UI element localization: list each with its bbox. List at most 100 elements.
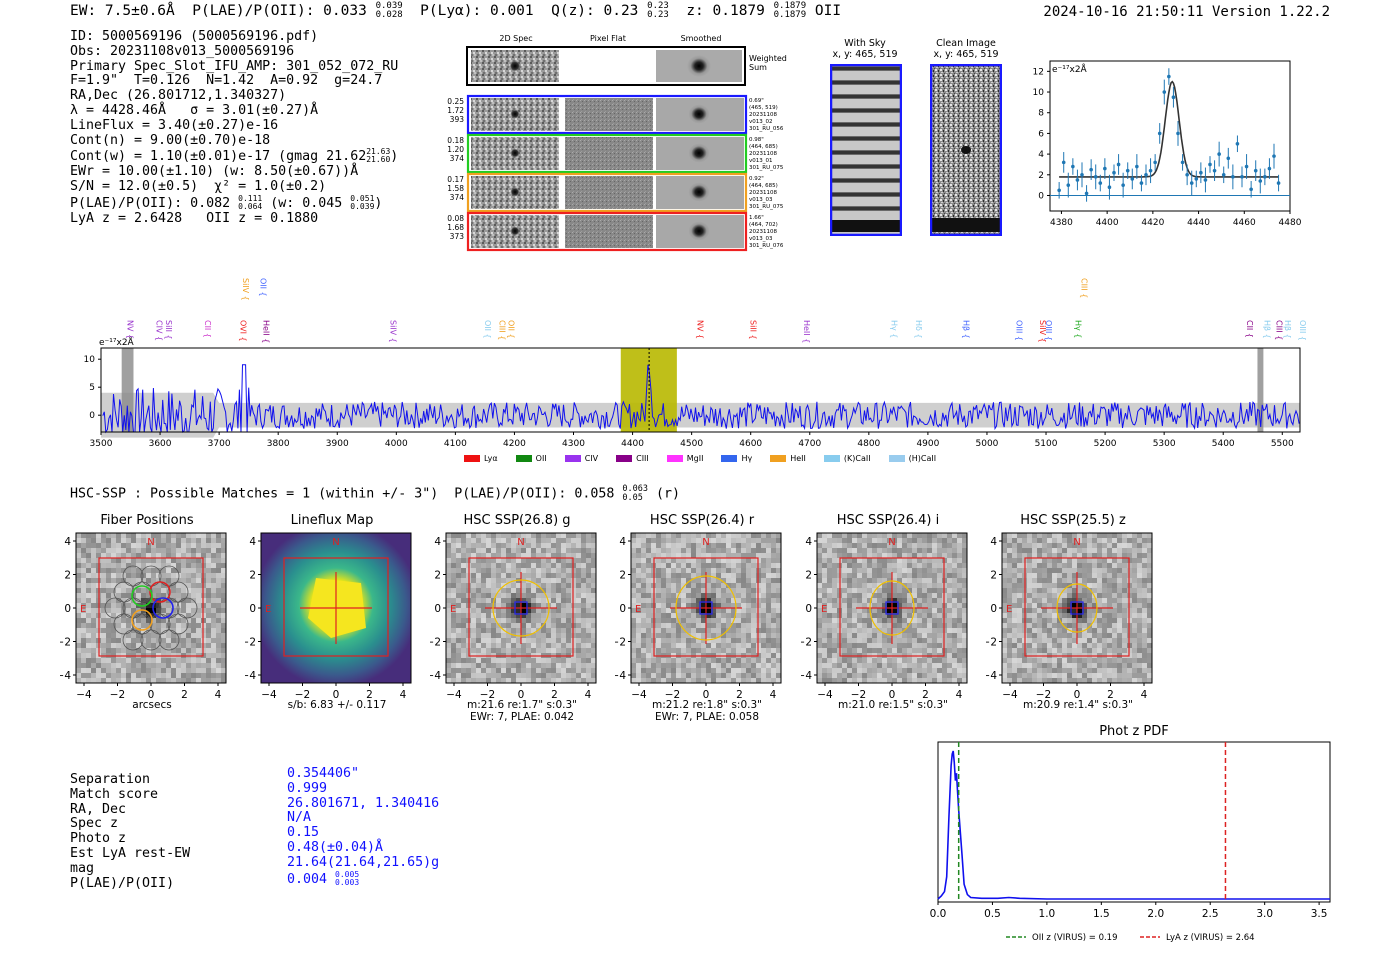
line-id-label: SiIV { (241, 278, 250, 301)
stamp-frame (466, 133, 748, 174)
stamp-side-info: (464, 702) (749, 222, 778, 228)
data-point (1203, 178, 1208, 182)
z-value: z: 0.1879 (686, 3, 765, 19)
cutout-caption: m:21.2 re:1.8" s:0.3" EWr: 7, PLAE: 0.058 (652, 699, 762, 723)
stamp-meta: 1.58 (447, 184, 464, 193)
x-tick-label: 4 (1141, 689, 1148, 701)
y-tick-label: 12 (1033, 67, 1044, 77)
stamp-meta: 0.18 (447, 136, 464, 145)
data-point (1098, 181, 1103, 185)
data-point (1162, 90, 1167, 94)
data-point (1075, 178, 1080, 182)
stamp-pixel-flat (565, 137, 653, 170)
x-tick-label: 4 (400, 689, 407, 701)
detection-info: ID: 5000569196 (5000569196.pdf) Obs: 202… (70, 29, 399, 226)
cutout-caption: arcsecs (132, 699, 172, 711)
y-tick-label: −2 (245, 637, 256, 649)
x-tick-label: −2 (110, 689, 125, 701)
x-tick-label: 4900 (916, 439, 939, 449)
x-tick-label: −4 (261, 689, 277, 701)
data-point (1199, 170, 1203, 175)
clean-image (930, 64, 1002, 236)
line-id-label: Hδ { (914, 320, 923, 339)
line-id-label: CII { (203, 320, 212, 338)
stamp-side-info: (464, 685) (749, 183, 778, 189)
x-tick-label: 3700 (208, 439, 231, 449)
data-point (1125, 168, 1130, 173)
y-tick-label: −4 (60, 670, 71, 682)
photz-pdf-line (937, 750, 1330, 900)
data-point (1130, 177, 1135, 181)
y-tick-label: 6 (1038, 129, 1044, 139)
data-point (1258, 179, 1263, 183)
match-values: 0.354406" 0.999 26.801671, 1.340416 N/A … (287, 766, 440, 887)
stamp-meta: 374 (450, 154, 465, 163)
x-tick-label: 2 (366, 689, 373, 701)
fiber-orange (131, 609, 153, 631)
match-labels: Separation Match score RA, Dec Spec z Ph… (70, 772, 191, 891)
y-tick-label: 4 (990, 536, 997, 548)
info-obs: Obs: 20231108v013_5000569196 (70, 43, 295, 59)
cutout-title: HSC SSP(26.8) g (463, 513, 571, 528)
cutout-title: HSC SSP(26.4) r (649, 513, 755, 528)
x-tick-label: −4 (631, 689, 647, 701)
photz-pdf-chart: 0.0 0.5 1.0 1.5 2.0 2.5 3.0 3.5 OII z (VIRUS) = … (930, 741, 1331, 943)
stamp-meta: 1.20 (447, 145, 464, 154)
col-pixel-flat: Pixel Flat (590, 34, 626, 43)
data-point (1180, 160, 1185, 165)
data-point (1093, 175, 1098, 179)
y-tick-label: 0 (64, 603, 71, 615)
stamp-pixel-flat (565, 98, 653, 131)
info-id: ID: 5000569196 (5000569196.pdf) (70, 29, 319, 44)
y-tick-label: −2 (986, 637, 997, 649)
x-tick-label: 5100 (1035, 439, 1058, 449)
data-point (1139, 181, 1144, 185)
cutout-caption: m:20.9 re:1.4" s:0.3" (1023, 699, 1133, 711)
data-point (1226, 156, 1231, 161)
match-ew: 0.48(±0.04)Å (287, 839, 384, 855)
legend-lya-label: LyA z (VIRUS) = 2.64 (1166, 933, 1255, 943)
qz-value: Q(z): 0.23 (551, 3, 639, 19)
info-plae-w-range: 0.051 0.039 (350, 193, 375, 211)
stamp-side-info: (464, 685) (749, 144, 778, 150)
data-point (1144, 172, 1148, 177)
match-separation: 0.354406" (287, 766, 360, 781)
x-tick-label: 1.5 (1093, 908, 1110, 920)
x-tick-label: 3600 (149, 439, 172, 449)
stamp-frame (466, 211, 748, 252)
compass-east: E (821, 604, 827, 615)
data-point (1240, 175, 1244, 179)
stamp-side-info: 0.98" (749, 137, 764, 143)
spectrum-line (102, 364, 1300, 434)
x-tick-label: 4 (770, 689, 777, 701)
masked-region (121, 348, 134, 432)
z-line-label: OII (814, 3, 842, 19)
plae-range: 0.039 0.028 (375, 1, 403, 20)
x-tick-label: 4300 (562, 439, 585, 449)
y-tick-label: 0 (1038, 191, 1044, 201)
line-id-label: NV { (126, 320, 135, 339)
aperture-square (839, 557, 945, 657)
match-score: 0.999 (287, 780, 328, 796)
legend-oii-label: OII z (VIRUS) = 0.19 (1032, 933, 1118, 943)
fiber-circle (104, 597, 126, 619)
data-point (1249, 187, 1253, 192)
compass-east: E (635, 604, 641, 615)
zoom-axes (1049, 60, 1291, 212)
stamp-side-info: 20231108 (749, 190, 777, 196)
compass-north: N (332, 537, 339, 548)
stamp-pixel-flat (565, 215, 653, 248)
y-tick-label: −4 (615, 670, 626, 682)
y-tick-label: 2 (990, 570, 997, 582)
cutout-image: N E 4 2 0 −2 −4 −4 −2 0 2 4 (245, 532, 412, 701)
data-point (1244, 164, 1249, 169)
line-id-label: Hγ { (889, 320, 898, 338)
zoom-unit-label: e⁻¹⁷x2Å (1052, 63, 1088, 75)
line-id-label: OII { (507, 320, 516, 339)
legend-item: CIV (564, 454, 598, 463)
x-tick-label: 4800 (857, 439, 880, 449)
line-id-label: Hγ { (1074, 320, 1083, 338)
col-2d-spec: 2D Spec (499, 34, 533, 43)
line-id-label: SiIV { (388, 320, 397, 343)
fiber-circle (158, 565, 180, 587)
